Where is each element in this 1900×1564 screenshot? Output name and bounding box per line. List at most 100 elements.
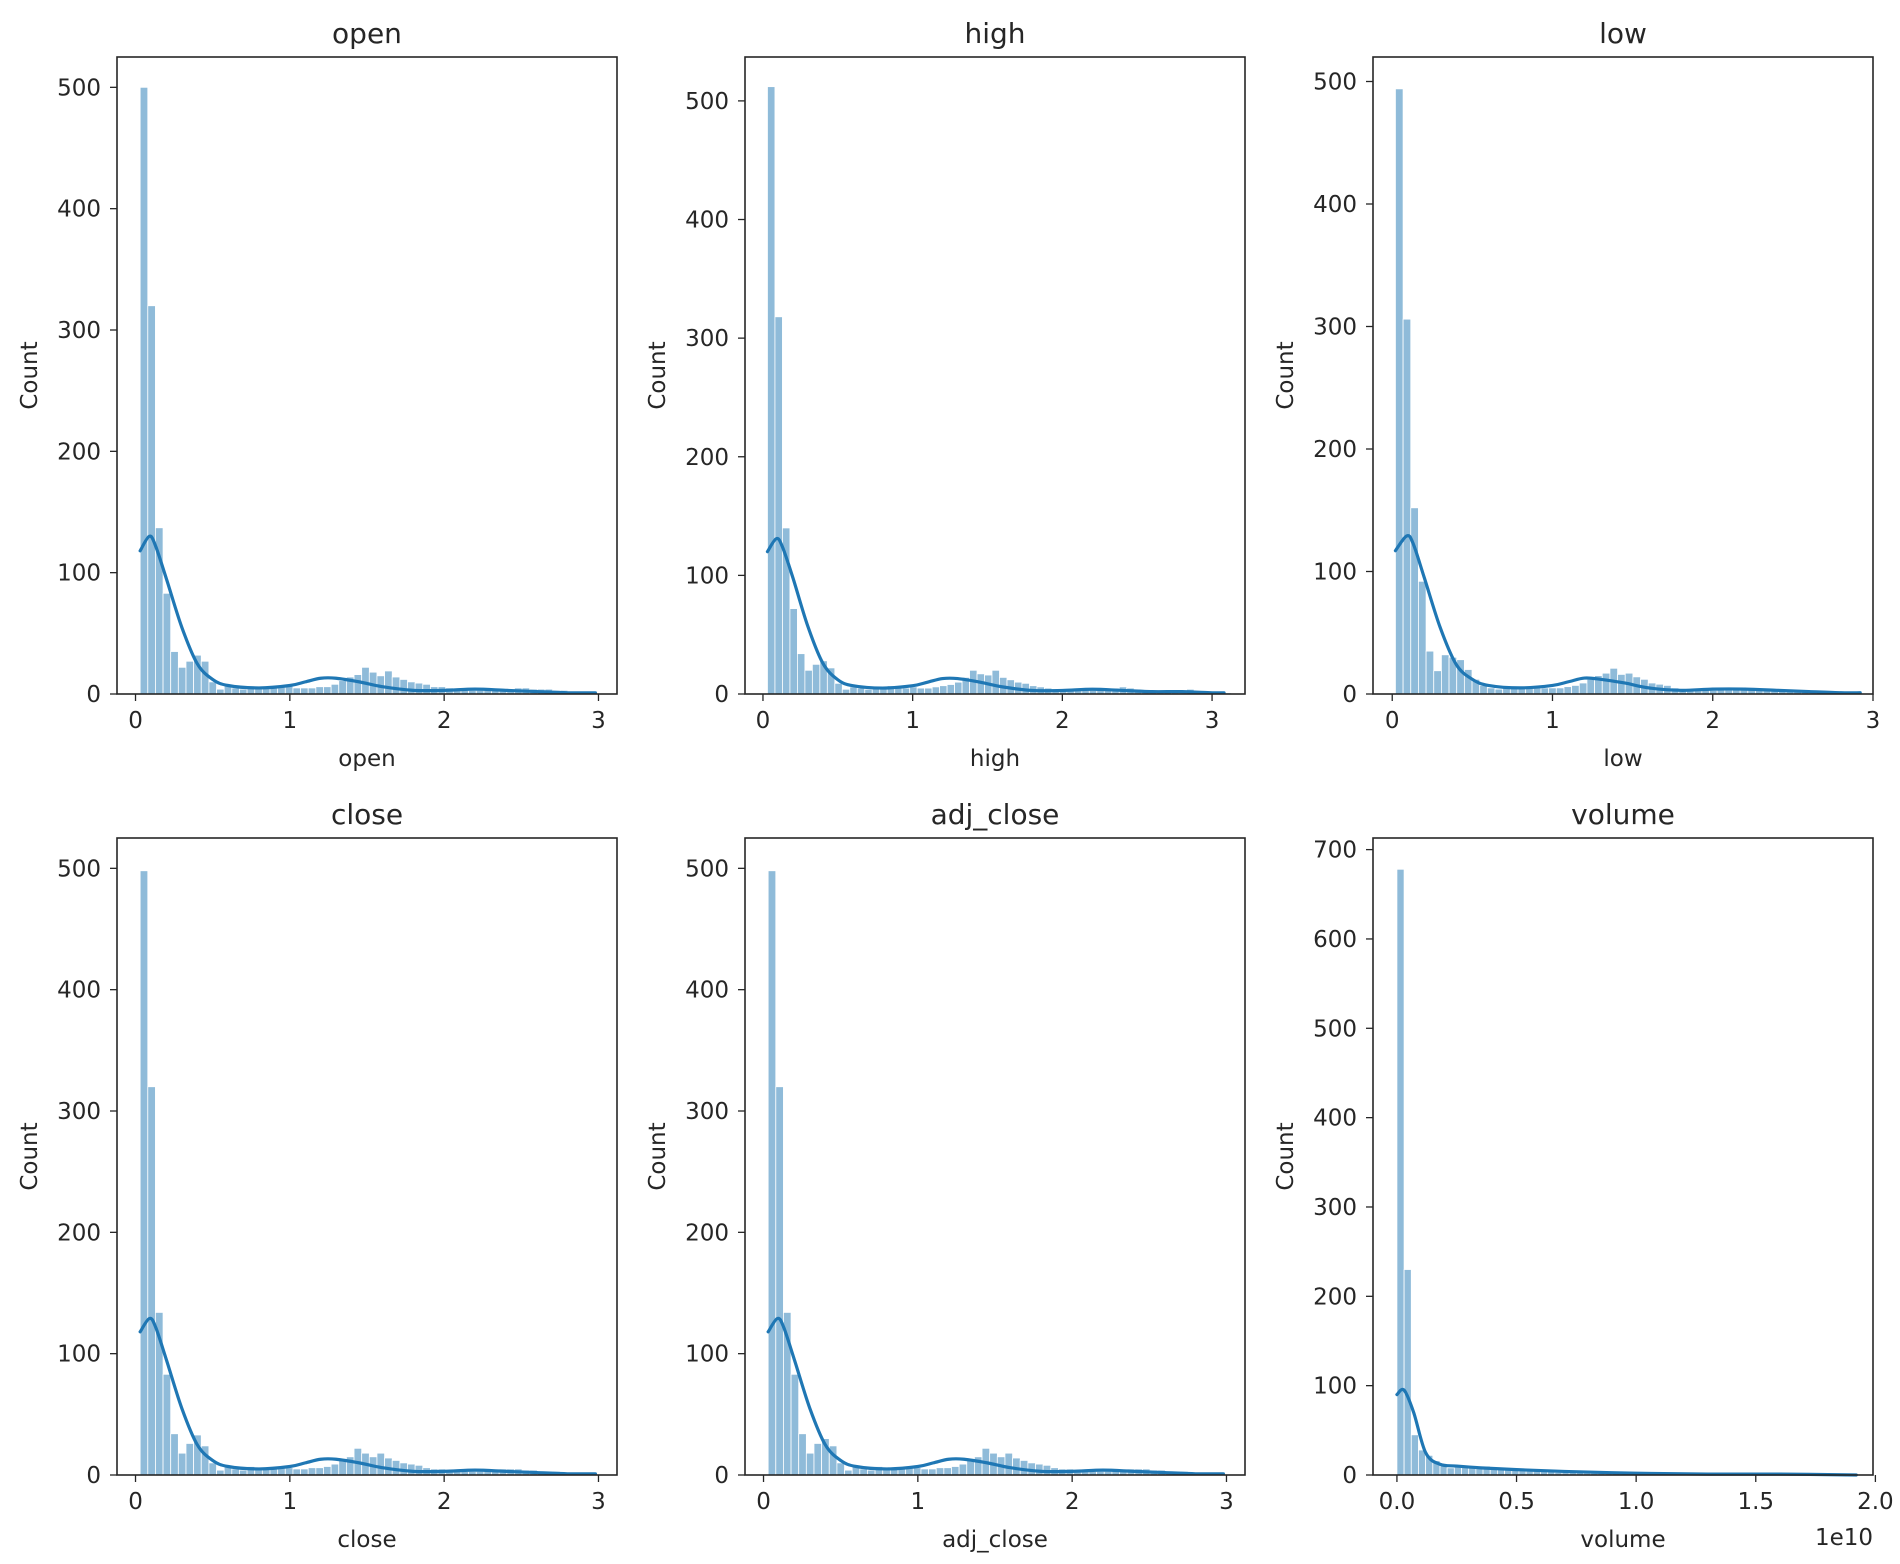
y-tick-label: 500: [57, 75, 101, 101]
x-tick-label: 2: [1055, 708, 1070, 734]
histogram-bar: [208, 681, 217, 695]
y-axis-label: Count: [17, 1122, 43, 1190]
kde-curve: [765, 536, 1226, 695]
subplot-title: low: [1599, 17, 1647, 50]
y-tick-label: 400: [57, 197, 101, 223]
y-tick-label: 100: [1313, 560, 1357, 586]
y-tick-label: 0: [714, 682, 729, 708]
histogram-bar: [1571, 685, 1580, 695]
y-tick-label: 500: [57, 856, 101, 882]
histogram-bar: [790, 1373, 800, 1476]
histogram-bar: [407, 681, 416, 695]
histogram-bar: [1486, 687, 1496, 695]
x-tick-label: 0: [128, 708, 143, 734]
histogram-bar: [916, 687, 926, 695]
histogram-bar: [330, 1463, 340, 1476]
histogram-bar: [1601, 672, 1611, 695]
histogram-bar: [939, 685, 948, 695]
subplot-title: open: [332, 17, 402, 50]
x-axis-label: close: [337, 1527, 396, 1553]
histogram-bar: [1446, 1467, 1455, 1476]
subplot-title: adj_close: [931, 798, 1060, 831]
histogram-bars: [1395, 88, 1856, 695]
y-tick-label: 0: [86, 1463, 101, 1489]
y-tick-label: 200: [57, 1220, 101, 1246]
histogram-bar: [1540, 687, 1550, 695]
kde-curve: [1395, 1387, 1858, 1477]
histogram-bars: [767, 870, 1220, 1476]
y-tick-label: 0: [1342, 682, 1357, 708]
histogram-bar: [185, 660, 195, 695]
axes-frame: [116, 837, 618, 1476]
x-tick-label: 0: [128, 1489, 143, 1515]
histogram-bar: [767, 86, 776, 695]
histogram-bar: [384, 670, 393, 695]
y-axis-label: Count: [1273, 1122, 1299, 1190]
histogram-bar: [859, 1468, 868, 1476]
y-tick-label: 300: [685, 1099, 729, 1125]
histogram-bar: [391, 676, 401, 695]
kde-curve: [138, 1316, 597, 1476]
subplot-low: 0 1 2 3 0 100 200 300 400 500 low low Count: [1273, 17, 1880, 772]
histogram-bar: [935, 1467, 945, 1476]
histogram-bar: [813, 1443, 823, 1476]
histogram-bar: [170, 651, 179, 695]
histogram-bar: [946, 684, 955, 695]
histogram-bar: [1410, 1434, 1419, 1476]
x-tick-label: 0: [756, 708, 771, 734]
histogram-bar: [323, 686, 332, 695]
x-tick-label: 1.5: [1737, 1489, 1774, 1515]
histogram-bar: [300, 687, 309, 695]
subplot-close: 0 1 2 3 0 100 200 300 400 500 close close Count: [17, 798, 618, 1553]
y-tick-label: 200: [685, 1220, 729, 1246]
y-tick-label: 500: [685, 89, 729, 115]
histogram-bar: [1418, 580, 1427, 695]
x-tick-label: 2.0: [1857, 1489, 1894, 1515]
x-tick-label: 3: [591, 708, 606, 734]
x-axis-label: open: [338, 746, 395, 772]
histogram-bar: [338, 1460, 347, 1476]
histogram-bar: [208, 1462, 217, 1476]
histogram-bar: [951, 1466, 960, 1476]
subplot-title: volume: [1571, 798, 1675, 831]
subplot-adj_close: 0 1 2 3 0 100 200 300 400 500 adj_close adj_close Co…: [645, 798, 1246, 1553]
histogram-bar: [139, 86, 149, 695]
histogram-bar: [170, 1433, 179, 1476]
x-tick-label: 1.0: [1618, 1489, 1655, 1515]
histogram-bar: [384, 1457, 393, 1476]
x-tick-label: 0.5: [1498, 1489, 1535, 1515]
histogram-bar: [1563, 686, 1573, 695]
histogram-bar: [797, 653, 806, 695]
y-tick-label: 400: [685, 208, 729, 234]
histogram-bar: [376, 1452, 385, 1476]
y-tick-label: 200: [1313, 437, 1357, 463]
axes-frame: [1372, 837, 1874, 1476]
histogram-bar: [315, 686, 324, 695]
histogram-bar: [162, 1373, 172, 1476]
histogram-bar: [834, 682, 843, 695]
x-tick-label: 2: [1705, 708, 1720, 734]
histogram-bar: [856, 687, 866, 695]
histogram-bars: [1396, 868, 1857, 1476]
histogram-bar: [1479, 685, 1488, 695]
axes-frame: [744, 56, 1246, 695]
x-tick-label: 1: [911, 1489, 926, 1515]
histogram-bar: [147, 1086, 156, 1476]
y-tick-label: 400: [1313, 192, 1357, 218]
histogram-bar: [931, 686, 941, 695]
y-tick-label: 700: [1313, 838, 1357, 864]
subplot-volume: 0.0 0.5 1.0 1.5 2.0 0 100 200 300 400 500 600 700 vol…: [1273, 798, 1894, 1553]
histogram-bar: [1403, 1269, 1412, 1476]
x-tick-label: 3: [1866, 708, 1881, 734]
y-axis-label: Count: [17, 341, 43, 409]
y-tick-label: 500: [1313, 1016, 1357, 1042]
x-tick-label: 3: [1219, 1489, 1234, 1515]
y-tick-label: 100: [685, 1342, 729, 1368]
x-tick-label: 0: [756, 1489, 771, 1515]
histogram-bar: [775, 1086, 784, 1476]
x-offset-label: 1e10: [1815, 1525, 1873, 1551]
y-tick-label: 400: [1313, 1106, 1357, 1132]
histogram-bar: [804, 669, 813, 695]
x-axis-label: volume: [1580, 1527, 1665, 1553]
y-tick-label: 100: [57, 1342, 101, 1368]
